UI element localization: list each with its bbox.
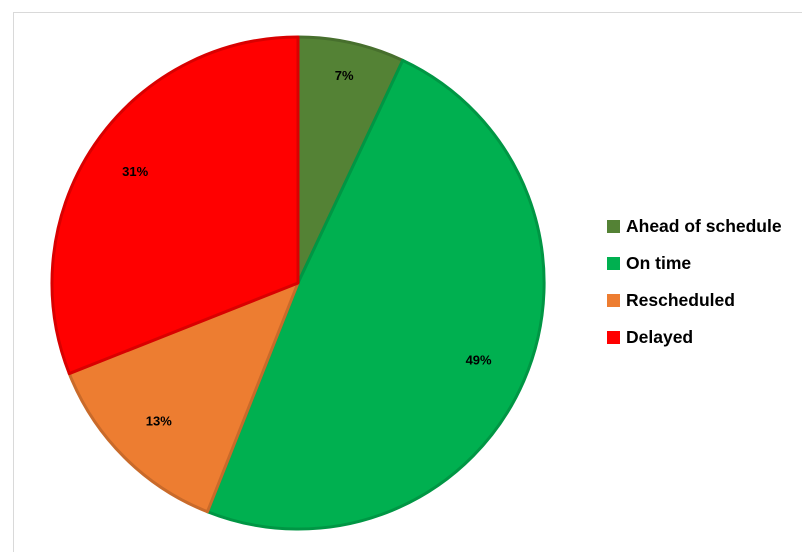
data-label-ahead-of-schedule: 7% — [335, 68, 354, 83]
legend-label: Rescheduled — [626, 289, 735, 310]
legend-swatch — [607, 293, 620, 307]
legend-label: Delayed — [626, 326, 694, 347]
data-label-on-time: 49% — [466, 353, 492, 368]
chart-legend: Ahead of schedule On time Rescheduled De… — [607, 214, 802, 362]
pie-slice-rescheduled — [67, 281, 300, 514]
legend-item-delayed: Delayed — [607, 325, 802, 349]
data-label-rescheduled: 13% — [146, 414, 172, 429]
pie-slice-on-time — [205, 58, 546, 531]
legend-swatch — [607, 256, 620, 270]
legend-label: Ahead of schedule — [626, 215, 782, 236]
legend-swatch — [607, 330, 620, 344]
legend-item-ahead-of-schedule: Ahead of schedule — [607, 214, 802, 238]
pie-slices — [50, 35, 546, 531]
legend-item-rescheduled: Rescheduled — [607, 288, 802, 312]
legend-swatch — [607, 219, 620, 233]
legend-item-on-time: On time — [607, 251, 802, 275]
pie-slice-delayed — [50, 35, 300, 376]
pie-slice-ahead-of-schedule — [296, 35, 405, 285]
legend-label: On time — [626, 252, 692, 273]
data-label-delayed: 31% — [122, 164, 148, 179]
chart-area — [13, 12, 802, 552]
pie-data-labels: 7% 49% 13% 31% — [122, 68, 492, 429]
